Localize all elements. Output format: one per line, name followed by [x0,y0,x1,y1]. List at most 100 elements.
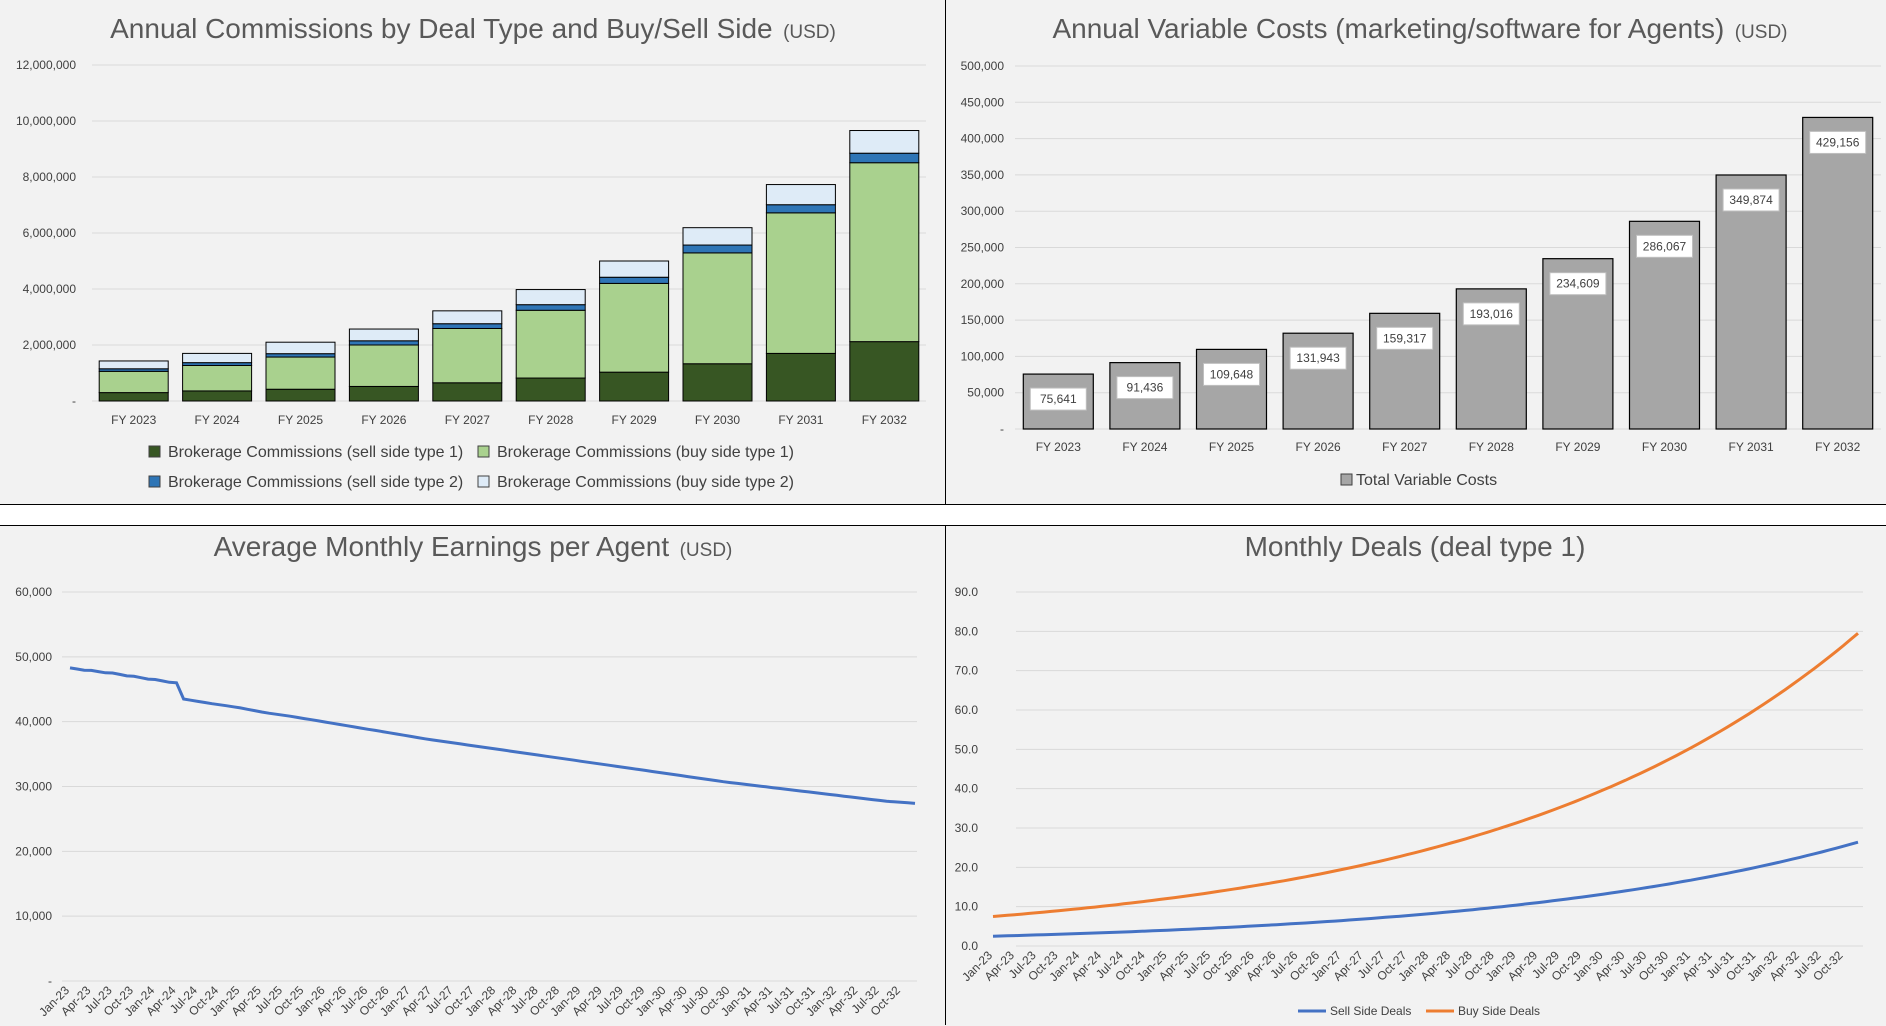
y-tick-label: 10.0 [955,900,979,914]
y-tick-label: 30.0 [955,821,979,835]
y-tick-label: 70.0 [955,664,979,678]
legend-swatch-buy1 [477,445,490,458]
bar-segment-buy1 [765,212,836,354]
y-tick-label: 60.0 [955,703,979,717]
data-label-box [1809,130,1867,154]
bar-segment-buy2 [599,260,670,278]
data-label-box [1722,188,1780,212]
bar [1195,348,1268,430]
y-tick-label: - [72,394,76,408]
bar-segment-sell2 [432,323,503,329]
y-tick-label: 8,000,000 [23,170,77,184]
y-tick-label: 250,000 [961,241,1005,255]
x-tick-label: FY 2030 [1642,440,1687,454]
data-label: 349,874 [1729,193,1773,207]
data-label-box [1289,346,1347,370]
data-label-box [1029,387,1087,411]
data-label-box [1549,272,1607,296]
chart-title: Monthly Deals (deal type 1) [1245,531,1586,562]
bar-segment-sell1 [348,385,419,402]
y-tick-label: 0.0 [961,939,978,953]
y-tick-label: 200,000 [961,277,1005,291]
x-tick-label: FY 2026 [361,413,406,427]
legend-label-buy1: Brokerage Commissions (buy side type 1) [497,444,794,461]
bar-segment-buy1 [515,309,586,379]
legend-label-buy2: Brokerage Commissions (buy side type 2) [497,474,794,491]
legend-label-sell1: Brokerage Commissions (sell side type 1) [168,444,463,461]
legend-swatch-sell2 [148,475,161,488]
bar-segment-sell2 [765,204,836,214]
x-tick-label: FY 2031 [778,413,823,427]
bar [1715,174,1787,430]
y-tick-label: 60,000 [15,585,52,599]
bar-segment-buy1 [98,370,169,394]
bar-segment-sell2 [348,340,419,346]
y-tick-label: 300,000 [961,204,1005,218]
x-tick-label: FY 2024 [1122,440,1167,454]
data-label: 131,943 [1296,351,1340,365]
y-tick-label: 40.0 [955,782,979,796]
x-tick-label: FY 2025 [278,413,323,427]
y-tick-label: 50,000 [967,386,1004,400]
y-tick-label: 450,000 [961,95,1005,109]
data-label-box [1203,362,1260,386]
bar-segment-sell1 [765,352,836,402]
earnings-chart: Average Monthly Earnings per Agent (USD)… [15,531,917,1019]
earnings-line [69,666,916,805]
y-tick-label: 80.0 [955,624,979,638]
bar-segment-sell1 [515,377,586,402]
x-tick-label: FY 2030 [695,413,740,427]
bar-segment-sell1 [265,388,336,402]
x-tick-label: FY 2027 [445,413,490,427]
legend-swatch-total [1340,473,1353,486]
bar-segment-buy1 [182,364,253,392]
y-tick-label: 20.0 [955,860,979,874]
data-label-box [1462,302,1520,326]
earnings-chart-panel: Average Monthly Earnings per Agent (USD)… [0,525,946,1025]
x-tick-label: FY 2027 [1382,440,1427,454]
legend-label-sell: Sell Side Deals [1330,1004,1411,1018]
x-tick-label: FY 2031 [1729,440,1774,454]
y-tick-label: 50,000 [15,650,52,664]
commissions-chart-panel: Annual Commissions by Deal Type and Buy/… [0,0,946,505]
y-tick-label: 10,000 [15,909,52,923]
y-tick-label: 100,000 [961,349,1005,363]
y-tick-label: - [1000,422,1004,436]
panel-gap [0,505,1886,525]
x-tick-label: FY 2023 [1036,440,1081,454]
x-tick-label: FY 2026 [1296,440,1341,454]
data-label-box [1116,376,1174,400]
data-label-box [1636,234,1693,258]
bar-segment-buy2 [348,328,419,342]
legend-label-buy: Buy Side Deals [1458,1004,1540,1018]
y-tick-label: 350,000 [961,168,1005,182]
y-tick-label: 12,000,000 [16,58,76,72]
bar-segment-buy2 [432,310,503,325]
variable-costs-chart-panel: Annual Variable Costs (marketing/softwar… [946,0,1886,505]
data-label: 91,436 [1127,381,1164,395]
bar-segment-buy2 [849,130,920,154]
bar-segment-buy2 [182,352,253,364]
legend: Sell Side Deals Buy Side Deals [1298,1004,1540,1018]
bar-segment-buy2 [98,360,169,370]
bar-segment-buy2 [265,341,336,355]
bar-segment-sell1 [432,382,503,402]
y-tick-label: - [48,974,52,988]
data-label: 234,609 [1556,277,1600,291]
x-tick-label: FY 2029 [612,413,657,427]
y-tick-label: 6,000,000 [23,226,77,240]
bar-segment-sell2 [849,152,920,164]
x-tick-label: FY 2032 [862,413,907,427]
y-tick-label: 500,000 [961,59,1005,73]
sell-side-deals-line [992,840,1859,938]
legend: Total Variable Costs [1340,472,1497,489]
y-tick-label: 2,000,000 [23,338,77,352]
bar-segment-buy2 [515,289,586,306]
x-tick-label: FY 2032 [1815,440,1860,454]
bar-segment-sell2 [682,244,753,254]
bar-segment-sell1 [849,341,920,402]
x-tick-label: FY 2028 [1469,440,1514,454]
y-tick-label: 150,000 [961,313,1005,327]
bar-segment-buy1 [348,344,419,387]
data-label: 286,067 [1643,239,1687,253]
